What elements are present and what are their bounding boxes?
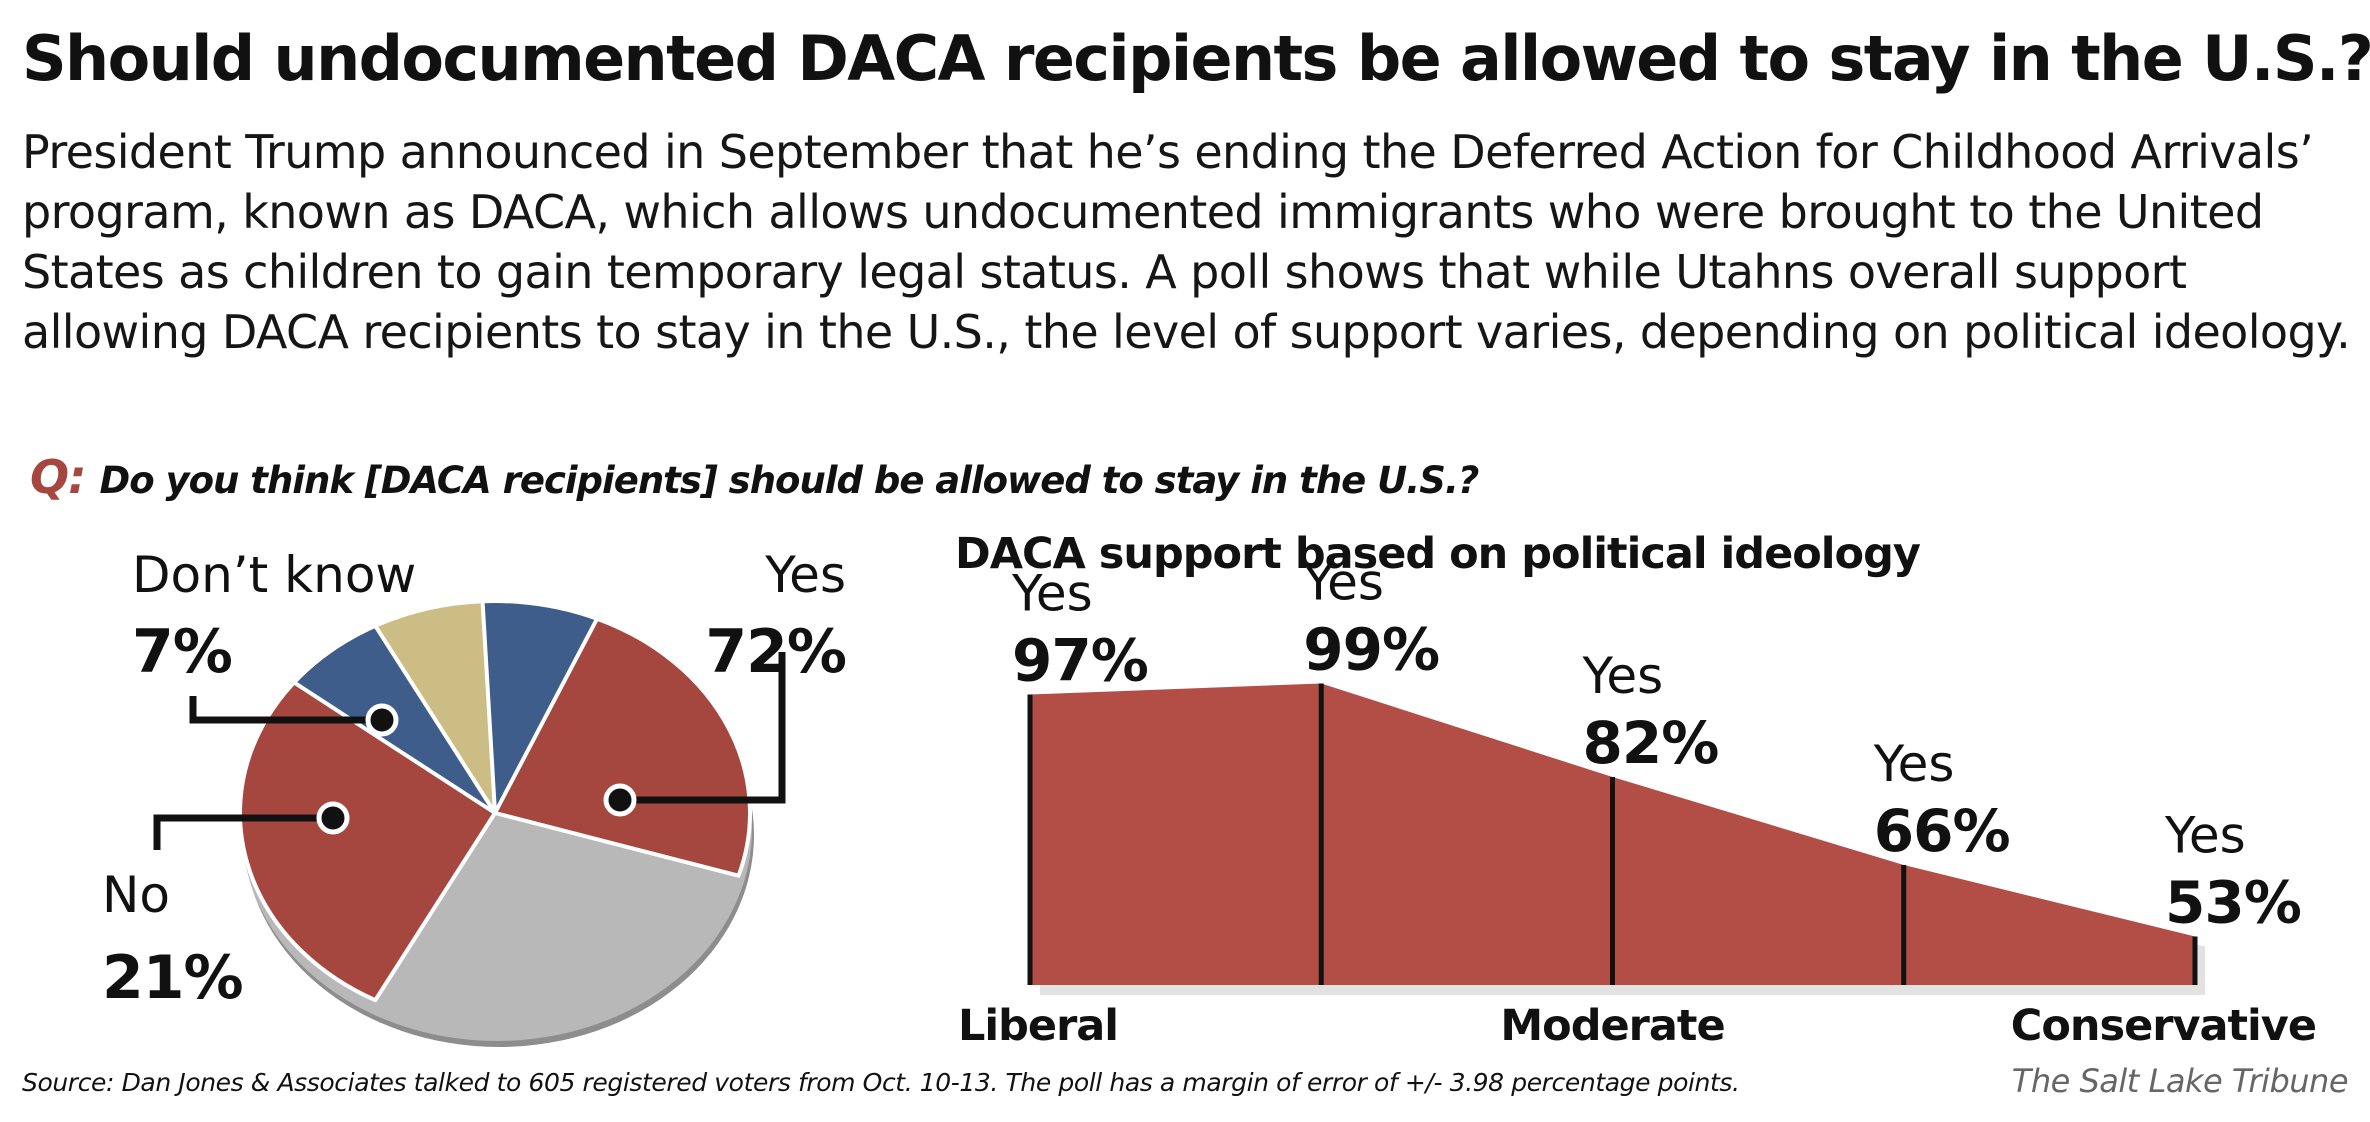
dontknow-callout-dot — [365, 703, 399, 737]
credit-line: The Salt Lake Tribune — [2011, 1062, 2349, 1100]
yes-callout-dot — [603, 783, 637, 817]
area-chart-title: DACA support based on political ideology — [955, 529, 1921, 579]
x-axis-label: Moderate — [1500, 1001, 1724, 1051]
point-label-yes: Yes — [1873, 735, 1955, 793]
point-label-yes: Yes — [1011, 565, 1093, 623]
point-value-label: 97% — [1012, 627, 1148, 695]
yes-callout-line — [620, 652, 786, 804]
dontknow-slice-value: 7% — [132, 617, 232, 687]
poll-question: Q: Do you think [DACA recipients] should … — [30, 450, 1480, 504]
point-value-label: 53% — [2165, 869, 2301, 937]
point-value-label: 82% — [1583, 709, 1719, 777]
no-slice-label: No — [102, 866, 170, 924]
dontknow-callout-line — [189, 696, 382, 724]
source-note: Source: Dan Jones & Associates talked to… — [22, 1068, 1740, 1097]
no-slice-value: 21% — [102, 943, 243, 1013]
point-label-yes: Yes — [1302, 554, 1384, 612]
x-axis-label: Liberal — [958, 1001, 1118, 1051]
pie-slice-don-t-know — [373, 599, 497, 815]
intro-paragraph: President Trump announced in September t… — [22, 125, 2351, 359]
x-axis-label: Conservative — [2011, 1001, 2316, 1051]
no-callout-line — [153, 814, 333, 850]
question-text: Do you think [DACA recipients] should be… — [99, 459, 1480, 502]
point-label-yes: Yes — [2164, 807, 2246, 865]
headline: Should undocumented DACA recipients be a… — [22, 22, 2370, 95]
point-value-label: 99% — [1303, 616, 1439, 684]
yes-slice-label: Yes — [764, 546, 846, 604]
no-callout-dot — [316, 801, 350, 835]
dontknow-slice-label: Don’t know — [132, 546, 416, 604]
question-prefix: Q: — [30, 450, 86, 504]
yes-slice-value: 72% — [705, 617, 846, 687]
point-label-yes: Yes — [1582, 647, 1664, 705]
point-value-label: 66% — [1874, 797, 2010, 865]
